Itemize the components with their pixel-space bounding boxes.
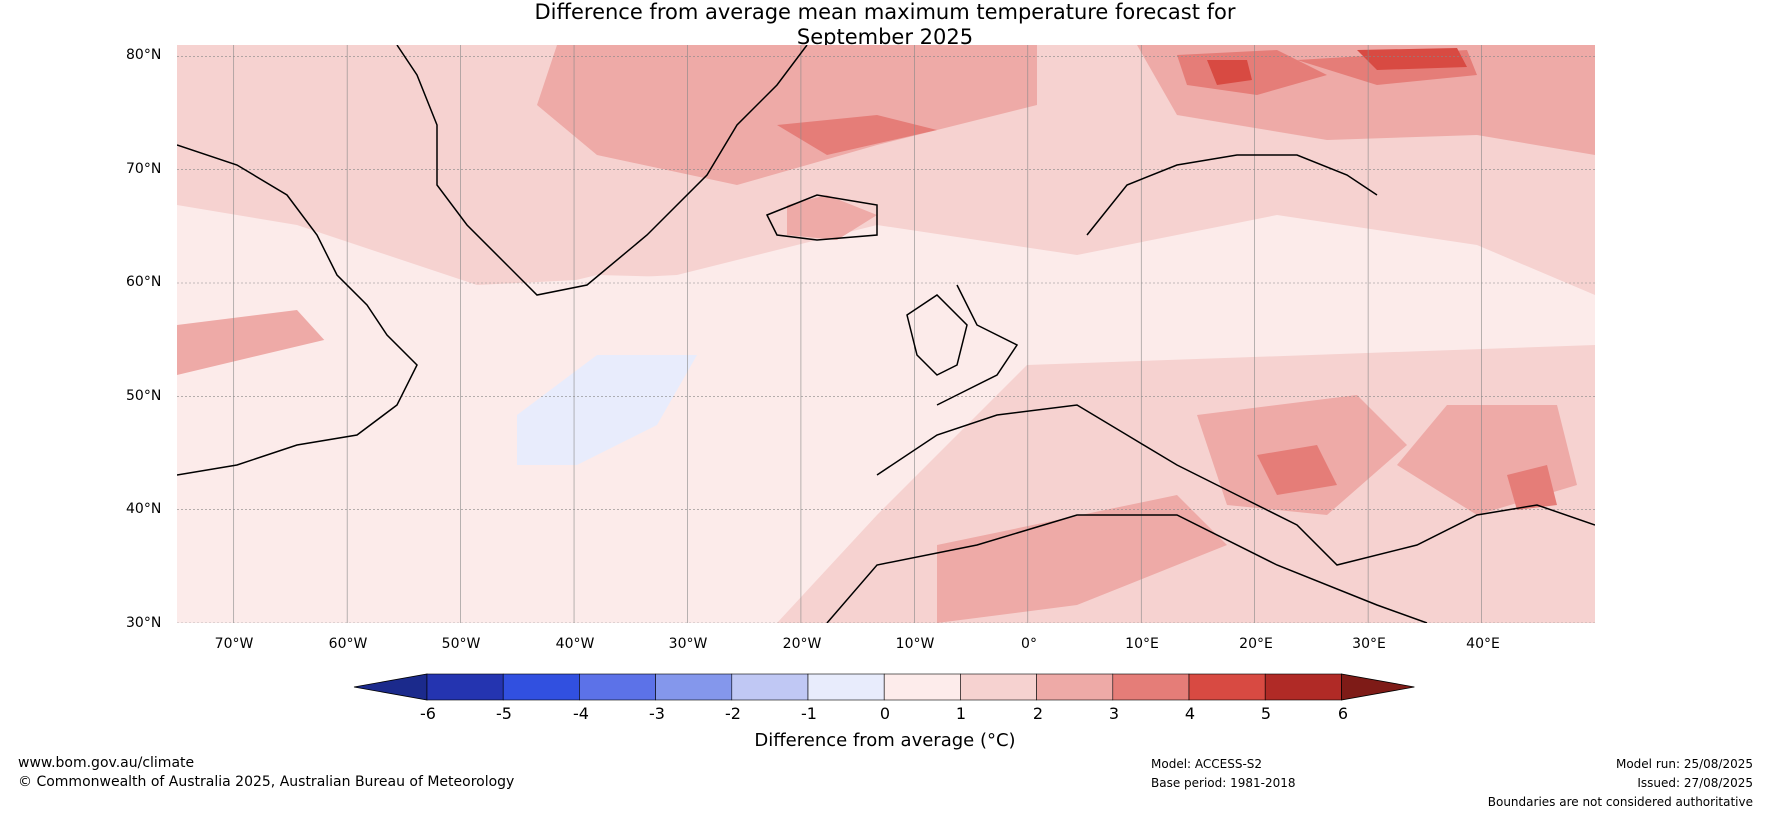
graticule xyxy=(177,45,1595,623)
map-canvas xyxy=(177,45,1595,623)
copyright-text: © Commonwealth of Australia 2025, Austra… xyxy=(18,774,515,790)
lon-label-20e: 20°E xyxy=(1239,636,1273,652)
cbar-tick-minus1: -1 xyxy=(801,704,817,723)
colorbar-segment xyxy=(426,673,504,701)
cbar-tick-minus5: -5 xyxy=(496,704,512,723)
colorbar-segment xyxy=(1188,673,1266,701)
lon-label-70w: 70°W xyxy=(214,636,254,652)
coastlines xyxy=(177,45,1595,623)
cbar-tick-4: 4 xyxy=(1184,704,1196,723)
lat-label-50n: 50°N xyxy=(126,388,162,404)
lon-label-60w: 60°W xyxy=(328,636,368,652)
cbar-tick-minus3: -3 xyxy=(649,704,665,723)
cbar-tick-3: 3 xyxy=(1108,704,1120,723)
lon-label-50w: 50°W xyxy=(441,636,481,652)
cbar-tick-5: 5 xyxy=(1260,704,1272,723)
base-period-text: Base period: 1981-2018 xyxy=(1151,776,1296,790)
cbar-tick-1: 1 xyxy=(955,704,967,723)
colorbar-segment xyxy=(731,673,809,701)
model-text: Model: ACCESS-S2 xyxy=(1151,757,1263,771)
lat-label-80n: 80°N xyxy=(126,47,162,63)
colorbar-label: Difference from average (°C) xyxy=(754,730,1016,751)
cbar-tick-minus4: -4 xyxy=(573,704,589,723)
lat-label-60n: 60°N xyxy=(126,274,162,290)
colorbar-extend-high xyxy=(1341,673,1415,701)
lon-label-30w: 30°W xyxy=(668,636,708,652)
colorbar-segment xyxy=(960,673,1037,701)
cbar-tick-0: 0 xyxy=(879,704,891,723)
issued-text: Issued: 27/08/2025 xyxy=(1637,776,1753,790)
colorbar-segment xyxy=(655,673,733,701)
lon-label-40e: 40°E xyxy=(1466,636,1500,652)
cbar-tick-2: 2 xyxy=(1032,704,1044,723)
lon-label-10w: 10°W xyxy=(895,636,935,652)
model-run-text: Model run: 25/08/2025 xyxy=(1615,757,1753,771)
lat-label-40n: 40°N xyxy=(126,501,162,517)
title-line-1: Difference from average mean maximum tem… xyxy=(534,0,1236,24)
colorbar-segment xyxy=(1036,673,1114,701)
cbar-tick-minus6: -6 xyxy=(420,704,436,723)
lon-label-20w: 20°W xyxy=(782,636,822,652)
lon-label-40w: 40°W xyxy=(555,636,595,652)
colorbar-segment xyxy=(502,673,580,701)
lon-label-30e: 30°E xyxy=(1352,636,1386,652)
lat-label-30n: 30°N xyxy=(126,615,162,631)
website-link[interactable]: www.bom.gov.au/climate xyxy=(18,755,195,771)
colorbar xyxy=(353,673,1415,701)
lat-label-70n: 70°N xyxy=(126,161,162,177)
boundaries-text: Boundaries are not considered authoritat… xyxy=(1487,795,1753,809)
cbar-tick-minus2: -2 xyxy=(725,704,741,723)
colorbar-segment xyxy=(579,673,656,701)
colorbar-extend-low xyxy=(353,673,428,701)
colorbar-segment xyxy=(883,673,961,701)
map-title: Difference from average mean maximum tem… xyxy=(0,0,1770,50)
lon-label-0: 0° xyxy=(1021,636,1037,652)
anomaly-zones xyxy=(177,45,1595,623)
colorbar-segment xyxy=(1264,673,1342,701)
forecast-map[interactable] xyxy=(177,45,1595,623)
lon-label-10e: 10°E xyxy=(1125,636,1159,652)
cbar-tick-6: 6 xyxy=(1337,704,1349,723)
colorbar-segment xyxy=(1112,673,1190,701)
colorbar-segment xyxy=(807,673,885,701)
